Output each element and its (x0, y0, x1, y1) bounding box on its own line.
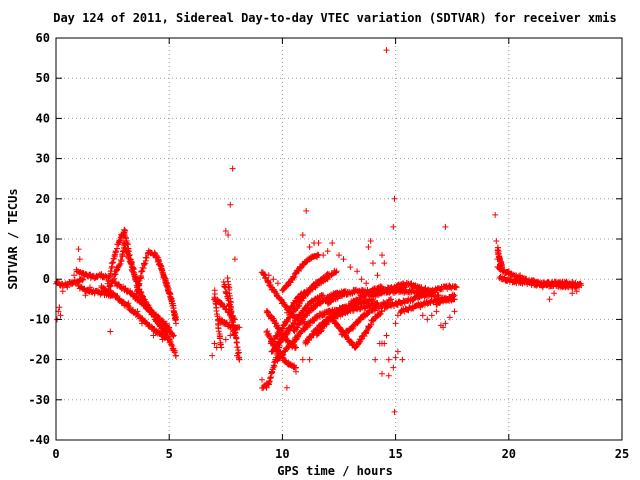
x-tick-label: 25 (615, 447, 629, 461)
x-tick-label: 15 (388, 447, 402, 461)
x-tick-label: 0 (52, 447, 59, 461)
y-tick-label: -20 (28, 353, 50, 367)
x-tick-label: 20 (502, 447, 516, 461)
x-tick-label: 10 (275, 447, 289, 461)
chart-title: Day 124 of 2011, Sidereal Day-to-day VTE… (53, 11, 617, 25)
y-tick-label: 40 (36, 111, 50, 125)
x-tick-label: 5 (166, 447, 173, 461)
y-tick-label: -40 (28, 433, 50, 447)
y-tick-label: 0 (43, 272, 50, 286)
y-axis-label: SDTVAR / TECUs (6, 188, 20, 289)
y-tick-label: 20 (36, 192, 50, 206)
y-tick-label: -10 (28, 312, 50, 326)
y-tick-label: 10 (36, 232, 50, 246)
y-tick-label: 60 (36, 31, 50, 45)
y-tick-label: -30 (28, 393, 50, 407)
x-axis-label: GPS time / hours (277, 464, 393, 478)
y-tick-label: 30 (36, 152, 50, 166)
y-tick-label: 50 (36, 71, 50, 85)
